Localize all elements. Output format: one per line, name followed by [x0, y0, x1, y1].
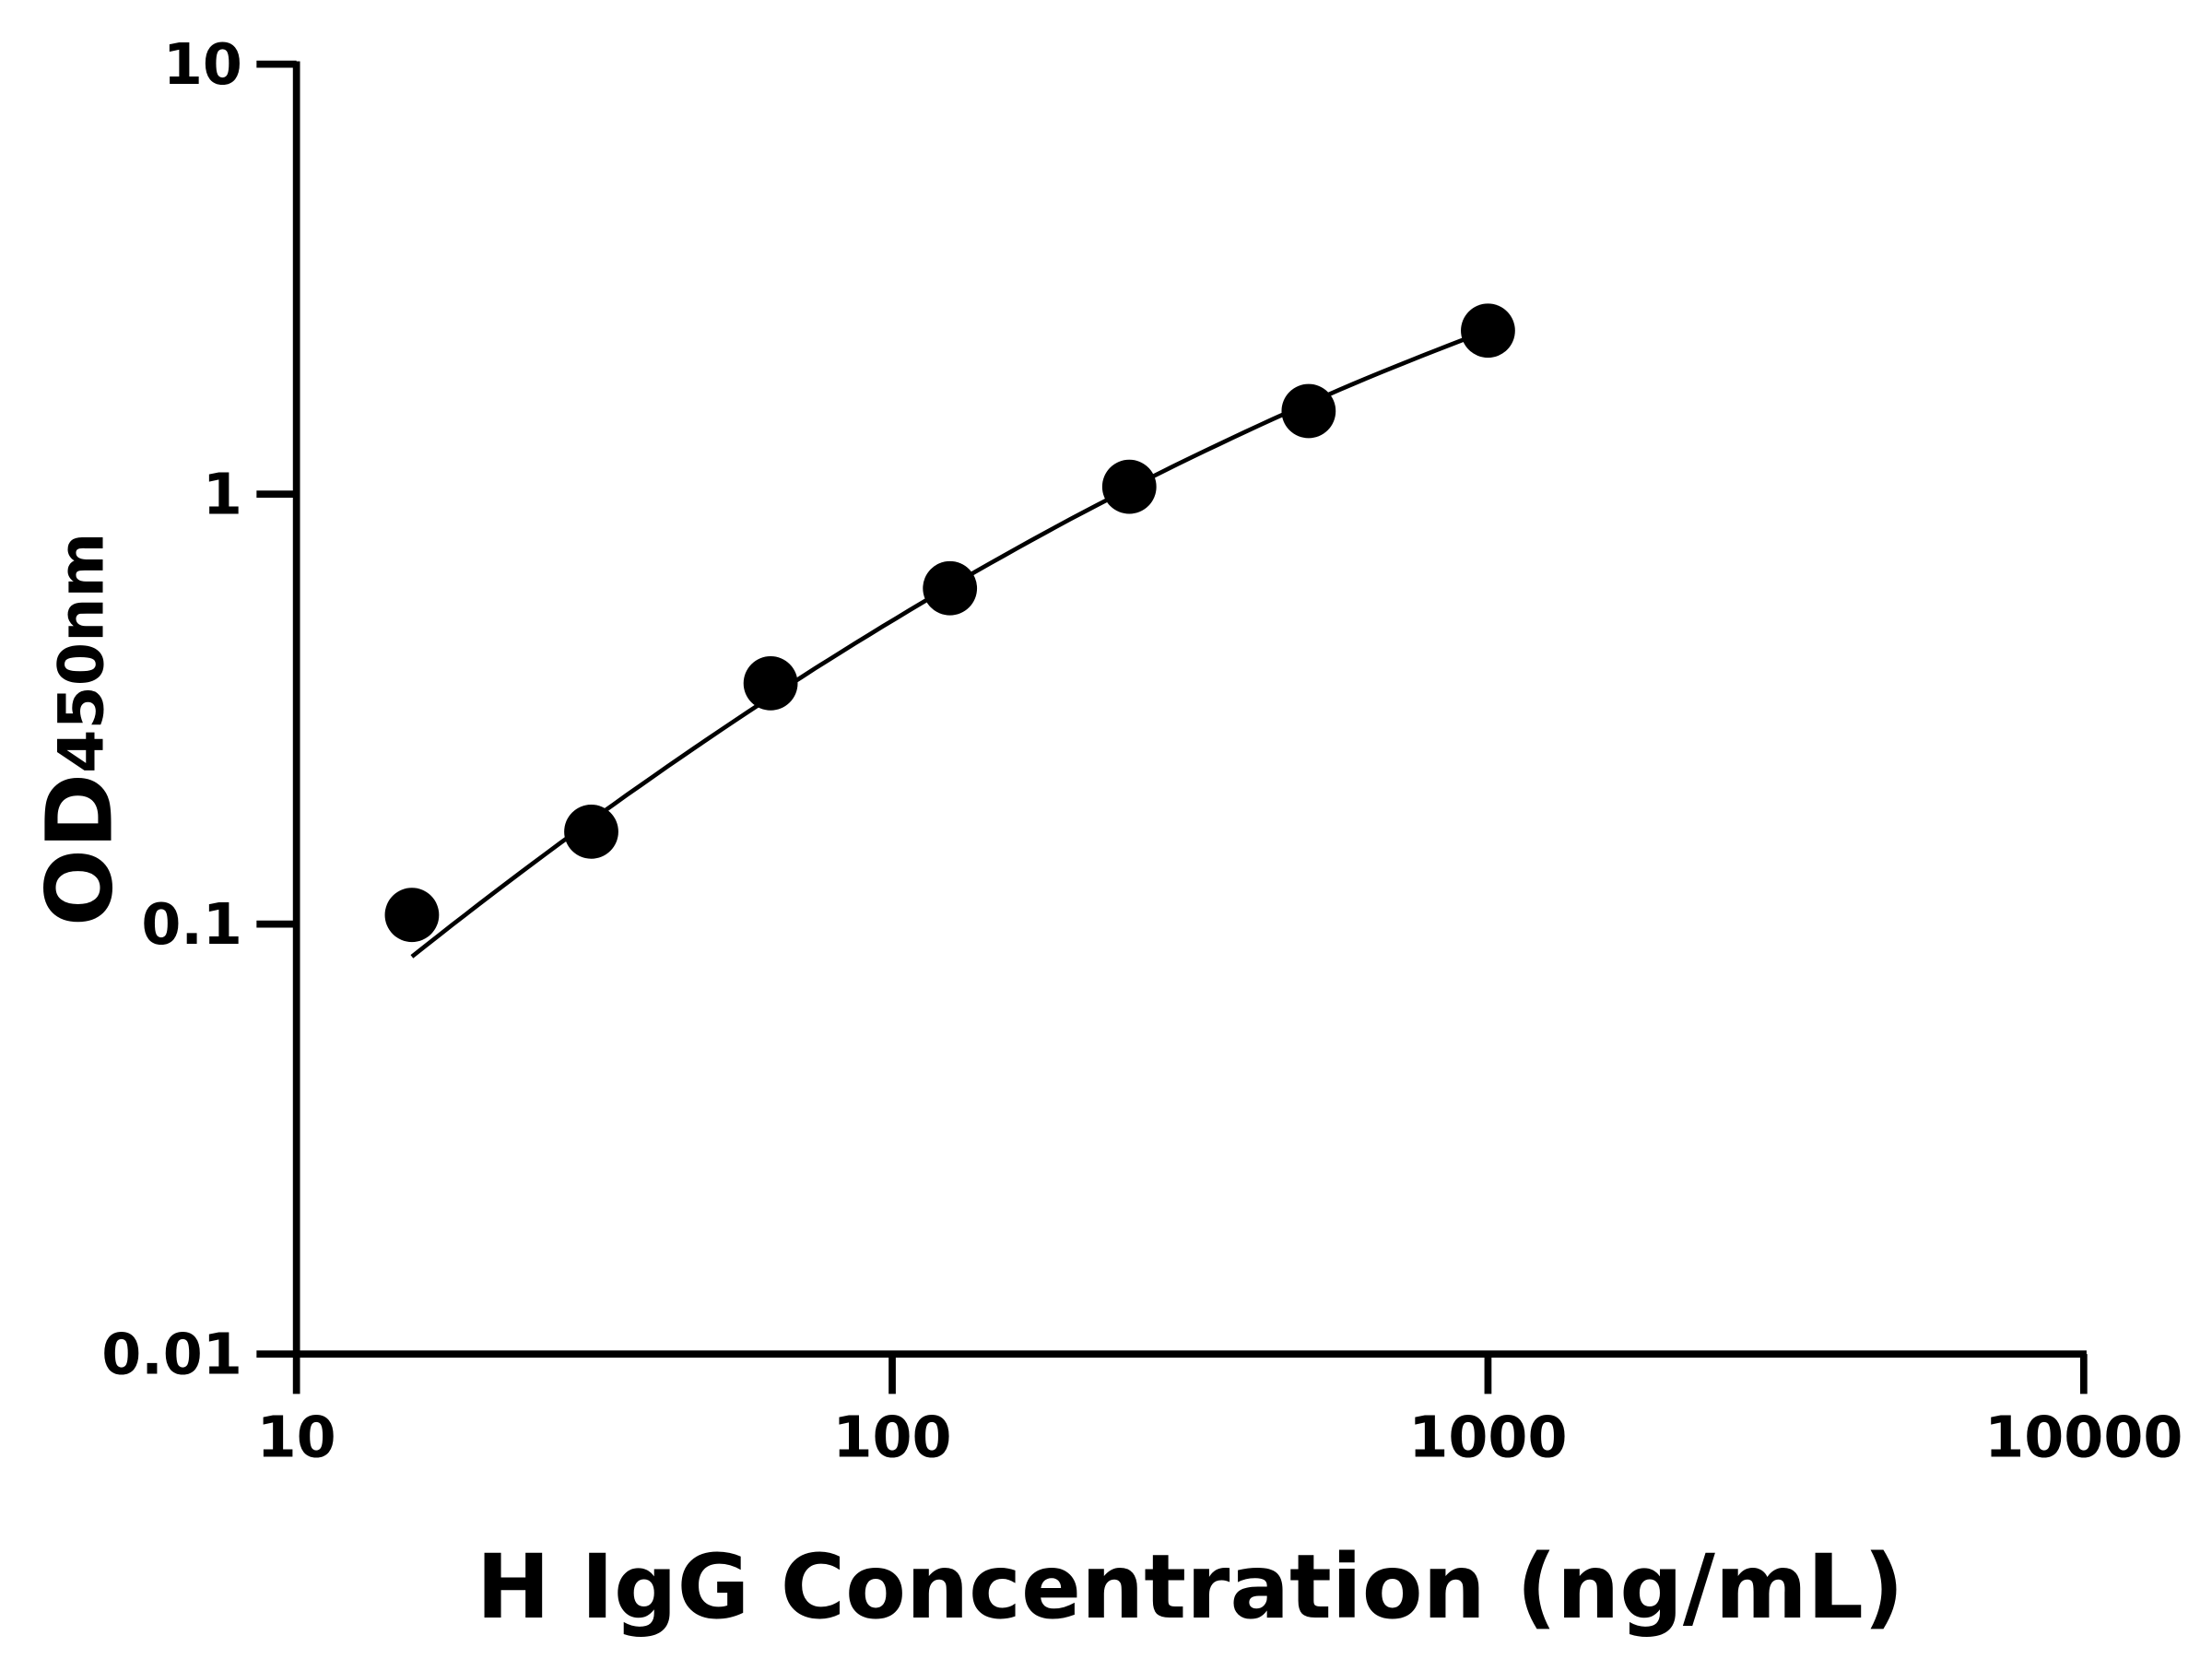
svg-text:OD450nm: OD450nm [28, 533, 134, 927]
y-tick-label: 10 [163, 31, 242, 98]
y-axis-label-main: OD [28, 773, 134, 926]
data-point [384, 888, 440, 943]
x-tick-label: 1000 [1408, 1404, 1567, 1470]
data-point [1101, 459, 1157, 514]
y-axis-label: OD450nm [28, 533, 134, 927]
data-point [1281, 383, 1336, 439]
data-point [923, 560, 978, 616]
x-tick-label: 100 [832, 1404, 951, 1470]
y-tick-label: 0.1 [141, 891, 242, 958]
x-tick-label: 10000 [1984, 1404, 2183, 1470]
y-axis-label-subscript: 450nm [45, 533, 118, 773]
axes [292, 61, 2087, 1358]
x-tick-label: 10 [257, 1404, 336, 1470]
data-point [743, 656, 798, 711]
y-tick-label: 0.01 [101, 1322, 242, 1388]
data-point [564, 804, 618, 859]
y-tick-label: 1 [203, 462, 242, 528]
data-point [1461, 303, 1515, 359]
x-axis-label: H IgG Concentration (ng/mL) [477, 1535, 1904, 1639]
